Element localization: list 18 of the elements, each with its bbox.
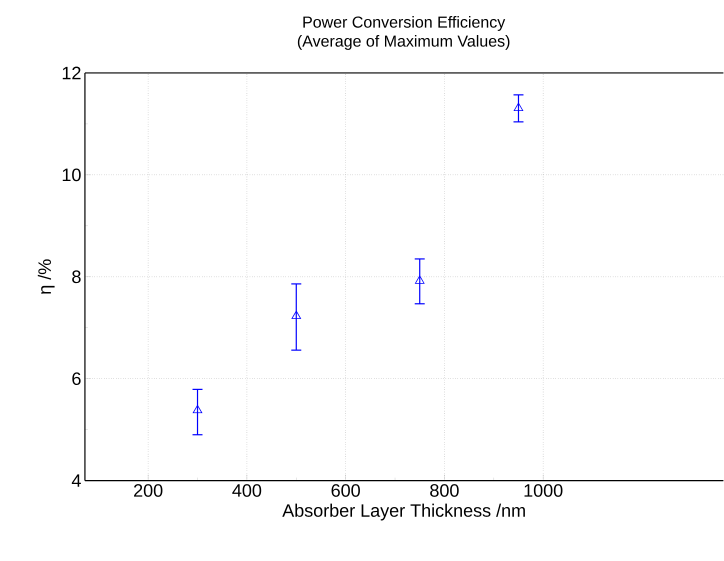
point	[514, 102, 524, 112]
point	[292, 310, 302, 320]
y-tick-label: 10	[62, 168, 81, 182]
x-axis-title: Absorber Layer Thickness /nm	[282, 504, 525, 521]
chart-subtitle: (Average of Maximum Values)	[298, 35, 510, 50]
y-axis-title: η /%	[38, 260, 55, 294]
x-tick-label: 400	[232, 484, 262, 498]
y-tick-label: 12	[62, 66, 81, 80]
y-tick-label: 6	[72, 372, 81, 386]
chart-title: Power Conversion Efficiency	[303, 16, 506, 32]
point	[192, 405, 202, 414]
x-tick-label: 200	[134, 484, 162, 498]
y-tick-label: 8	[72, 270, 81, 284]
x-tick-label: 800	[430, 484, 459, 498]
x-tick-label: 600	[332, 484, 360, 498]
x-tick-label: 1000	[524, 484, 562, 498]
point	[415, 276, 424, 284]
y-tick-label: 4	[72, 474, 81, 488]
